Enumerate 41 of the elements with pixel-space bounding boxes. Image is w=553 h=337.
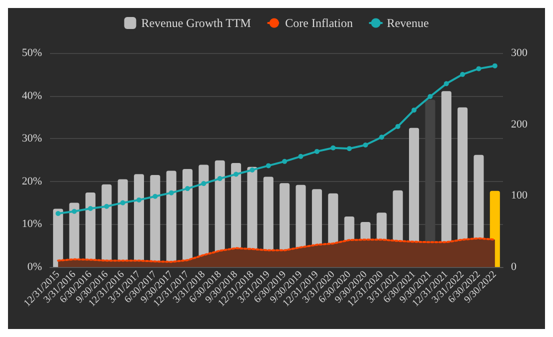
point	[234, 172, 239, 177]
y-tick-label: 0%	[27, 261, 42, 273]
point	[379, 134, 384, 140]
legend-label: Revenue	[386, 16, 429, 30]
point	[56, 211, 61, 216]
point	[492, 63, 498, 68]
point	[168, 190, 174, 196]
point	[282, 158, 288, 164]
legend-label: Revenue Growth TTM	[141, 16, 252, 30]
point	[330, 145, 336, 150]
point	[88, 206, 93, 212]
point	[185, 186, 190, 192]
y-tick-label: 50%	[22, 47, 42, 59]
point	[201, 181, 206, 186]
y-tick-label: 20%	[22, 175, 42, 188]
point	[72, 208, 77, 214]
point	[362, 142, 368, 148]
y-tick-label: 30%	[22, 132, 42, 145]
y-tick-label: 40%	[22, 90, 42, 102]
point	[250, 167, 255, 172]
point	[412, 108, 417, 113]
y-tick-label: 10%	[22, 218, 42, 230]
point	[428, 94, 433, 100]
point	[460, 72, 466, 77]
point	[104, 204, 110, 209]
point	[152, 194, 158, 199]
legend-label: Core Inflation	[285, 16, 353, 30]
point	[136, 197, 142, 202]
y2-tick-label: 300	[511, 47, 528, 59]
point	[444, 81, 449, 86]
y2-tick-label: 100	[511, 190, 528, 202]
y2-tick-label: 0	[511, 261, 517, 273]
point	[120, 200, 126, 206]
y2-tick-label: 200	[511, 118, 528, 130]
point	[217, 176, 222, 182]
point	[346, 146, 352, 152]
point	[298, 154, 304, 159]
point	[395, 124, 400, 129]
point	[314, 148, 320, 154]
point	[476, 66, 482, 72]
point	[266, 163, 271, 168]
